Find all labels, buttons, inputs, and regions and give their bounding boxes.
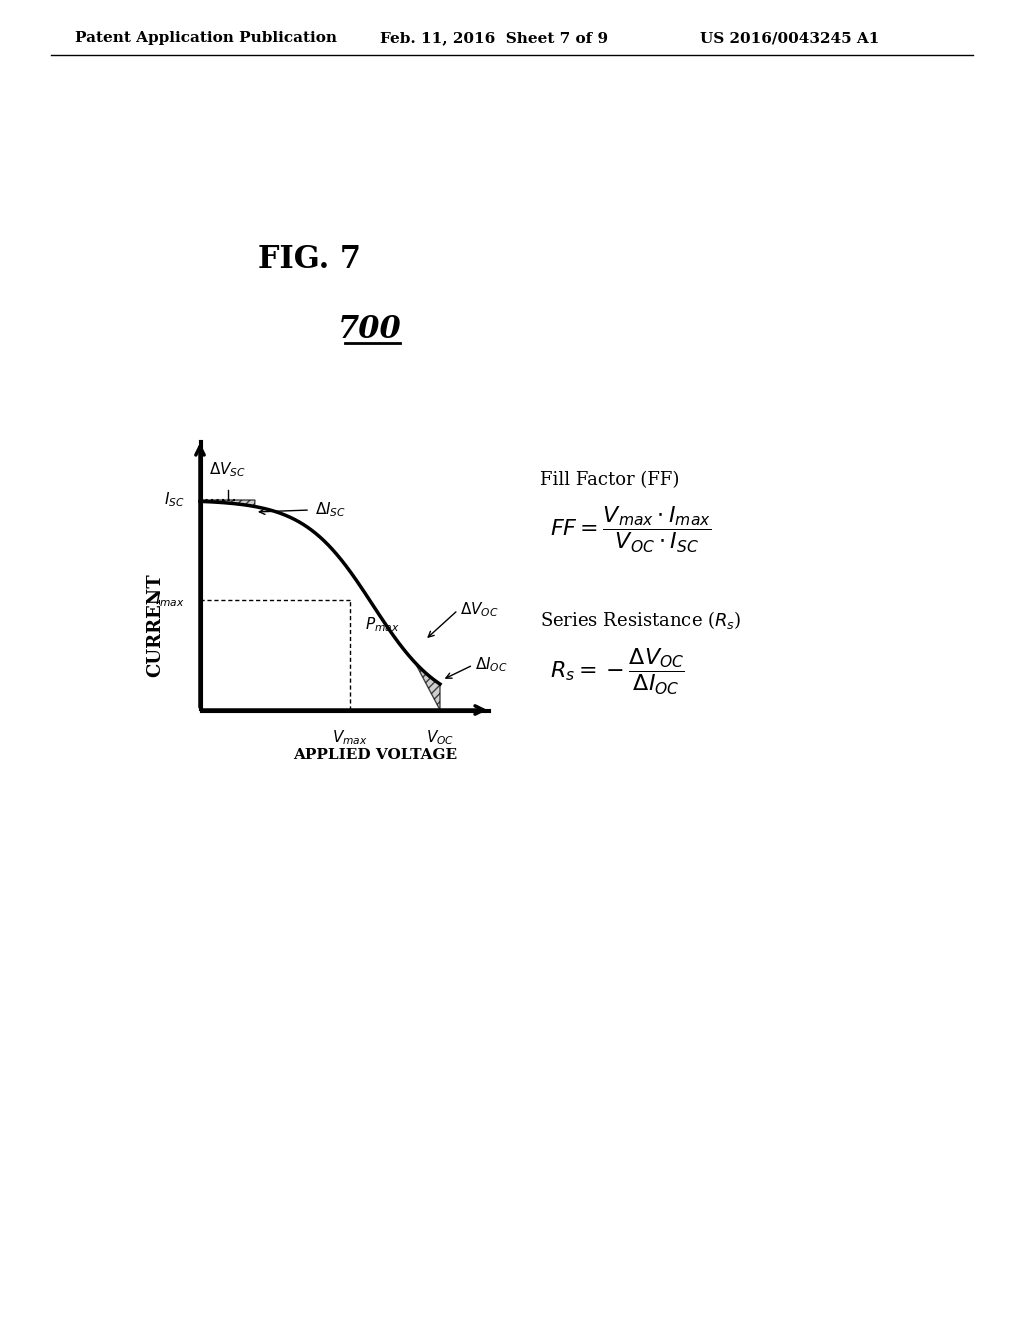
Text: $R_s = -\dfrac{\Delta V_{OC}}{\Delta I_{OC}}$: $R_s = -\dfrac{\Delta V_{OC}}{\Delta I_{… [550, 647, 685, 697]
Polygon shape [415, 663, 440, 710]
Text: APPLIED VOLTAGE: APPLIED VOLTAGE [293, 748, 457, 762]
Text: $\Delta V_{SC}$: $\Delta V_{SC}$ [210, 461, 247, 479]
Text: Series Resistance ($R_s$): Series Resistance ($R_s$) [540, 609, 741, 631]
Text: Feb. 11, 2016  Sheet 7 of 9: Feb. 11, 2016 Sheet 7 of 9 [380, 30, 608, 45]
Text: $\Delta V_{OC}$: $\Delta V_{OC}$ [460, 601, 499, 619]
Text: $I_{max}$: $I_{max}$ [156, 590, 185, 610]
Text: 700: 700 [338, 314, 401, 346]
Polygon shape [200, 500, 255, 507]
Text: CURRENT: CURRENT [146, 573, 164, 677]
Text: $FF = \dfrac{V_{max} \cdot I_{max}}{V_{OC} \cdot I_{SC}}$: $FF = \dfrac{V_{max} \cdot I_{max}}{V_{O… [550, 506, 712, 556]
Text: $I_{SC}$: $I_{SC}$ [164, 491, 185, 510]
Text: $\Delta I_{SC}$: $\Delta I_{SC}$ [315, 500, 346, 519]
Text: FIG. 7: FIG. 7 [258, 244, 361, 276]
Text: $\Delta I_{OC}$: $\Delta I_{OC}$ [475, 656, 508, 675]
Text: $V_{OC}$: $V_{OC}$ [426, 729, 454, 747]
Text: US 2016/0043245 A1: US 2016/0043245 A1 [700, 30, 880, 45]
Text: $V_{max}$: $V_{max}$ [332, 729, 368, 747]
Text: Fill Factor (FF): Fill Factor (FF) [540, 471, 679, 488]
Text: $P_{max}$: $P_{max}$ [365, 615, 399, 634]
Text: Patent Application Publication: Patent Application Publication [75, 30, 337, 45]
